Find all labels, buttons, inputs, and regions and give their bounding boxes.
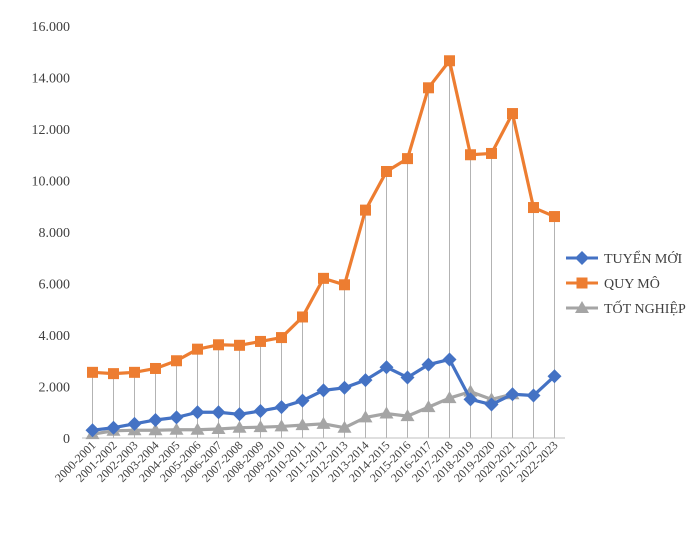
series-2-point: [232, 420, 247, 433]
series-1-point: [171, 355, 182, 367]
series-1-point: [423, 82, 434, 94]
series-0-point: [169, 410, 184, 425]
y-tick-label: 16.000: [32, 20, 71, 35]
series-0-point: [85, 423, 100, 438]
series-2-point: [295, 418, 310, 431]
series-0-point: [316, 383, 331, 398]
series-1-point: [87, 366, 98, 378]
series-0: [85, 352, 562, 438]
series-1-point: [444, 55, 455, 67]
series-2-point: [190, 422, 205, 435]
legend-label: QUY MÔ: [604, 275, 660, 292]
y-tick-label: 2.000: [39, 381, 71, 396]
series-0-point: [526, 388, 541, 403]
series-0-point: [295, 393, 310, 408]
series-1-point: [150, 362, 161, 374]
series-2-point: [337, 420, 352, 433]
series-2-point: [421, 400, 436, 413]
series-1-point: [213, 339, 224, 351]
series-1-point: [507, 108, 518, 120]
series-1-point: [402, 153, 413, 165]
legend-item: TỐT NGHIỆP: [566, 299, 686, 317]
series-0-point: [484, 397, 499, 412]
legend-item: QUY MÔ: [566, 275, 660, 292]
series-0-point: [505, 387, 520, 402]
y-tick-label: 10.000: [32, 175, 71, 190]
legend-label: TUYỂN MỚI: [604, 250, 682, 267]
y-tick-label: 12.000: [32, 123, 71, 138]
series-1-point: [234, 339, 245, 351]
series-1: [87, 55, 560, 380]
series-0-point: [106, 420, 121, 435]
y-tick-label: 0: [63, 432, 70, 447]
series-1-point: [339, 279, 350, 291]
legend-marker: [575, 251, 589, 265]
legend-label: TỐT NGHIỆP: [604, 299, 686, 317]
series-1-point: [465, 149, 476, 161]
series-2-point: [358, 410, 373, 423]
series-1-point: [360, 204, 371, 216]
y-tick-label: 4.000: [39, 329, 71, 344]
series-0-point: [190, 405, 205, 420]
series-0-point: [127, 416, 142, 431]
series-1-point: [276, 332, 287, 344]
series-group: [85, 55, 562, 440]
series-1-point: [129, 366, 140, 378]
y-tick-label: 14.000: [32, 72, 71, 87]
series-2-point: [274, 419, 289, 432]
series-1-point: [381, 165, 392, 177]
series-0-point: [211, 405, 226, 420]
series-2-point: [211, 421, 226, 434]
legend: TUYỂN MỚI QUY MÔ TỐT NGHIỆP: [566, 250, 686, 317]
series-2-point: [169, 422, 184, 435]
axes: 0 2.000 4.000 6.000 8.000 10.000 12.000 14.000 1…: [32, 20, 565, 485]
series-0-point: [463, 392, 478, 407]
series-1-point: [549, 211, 560, 223]
series-2-point: [400, 409, 415, 422]
series-0-point: [421, 357, 436, 372]
series-1-point: [192, 343, 203, 355]
legend-item: TUYỂN MỚI: [566, 250, 682, 267]
series-0-point: [379, 360, 394, 375]
series-0-point: [274, 400, 289, 415]
legend-marker: [575, 301, 589, 313]
series-1-point: [108, 368, 119, 380]
series-1-point: [318, 272, 329, 284]
series-0-point: [547, 369, 562, 384]
drop-lines: [92, 60, 555, 438]
series-0-point: [148, 412, 163, 427]
series-2-point: [148, 423, 163, 436]
series-1-point: [528, 202, 539, 214]
series-1-point: [255, 335, 266, 347]
series-0-point: [358, 373, 373, 388]
legend-marker: [576, 277, 588, 289]
series-1-point: [297, 311, 308, 323]
series-2-point: [379, 406, 394, 419]
series-2-point: [442, 391, 457, 404]
y-tick-label: 8.000: [39, 226, 71, 241]
series-0-point: [442, 352, 457, 367]
series-0-point: [400, 370, 415, 385]
series-2-point: [316, 416, 331, 429]
series-0-point: [337, 380, 352, 395]
series-1-point: [486, 147, 497, 159]
series-0-point: [232, 407, 247, 422]
y-tick-label: 6.000: [39, 278, 71, 293]
series-2-point: [253, 420, 268, 433]
series-0-point: [253, 403, 268, 418]
series-2: [85, 384, 520, 440]
